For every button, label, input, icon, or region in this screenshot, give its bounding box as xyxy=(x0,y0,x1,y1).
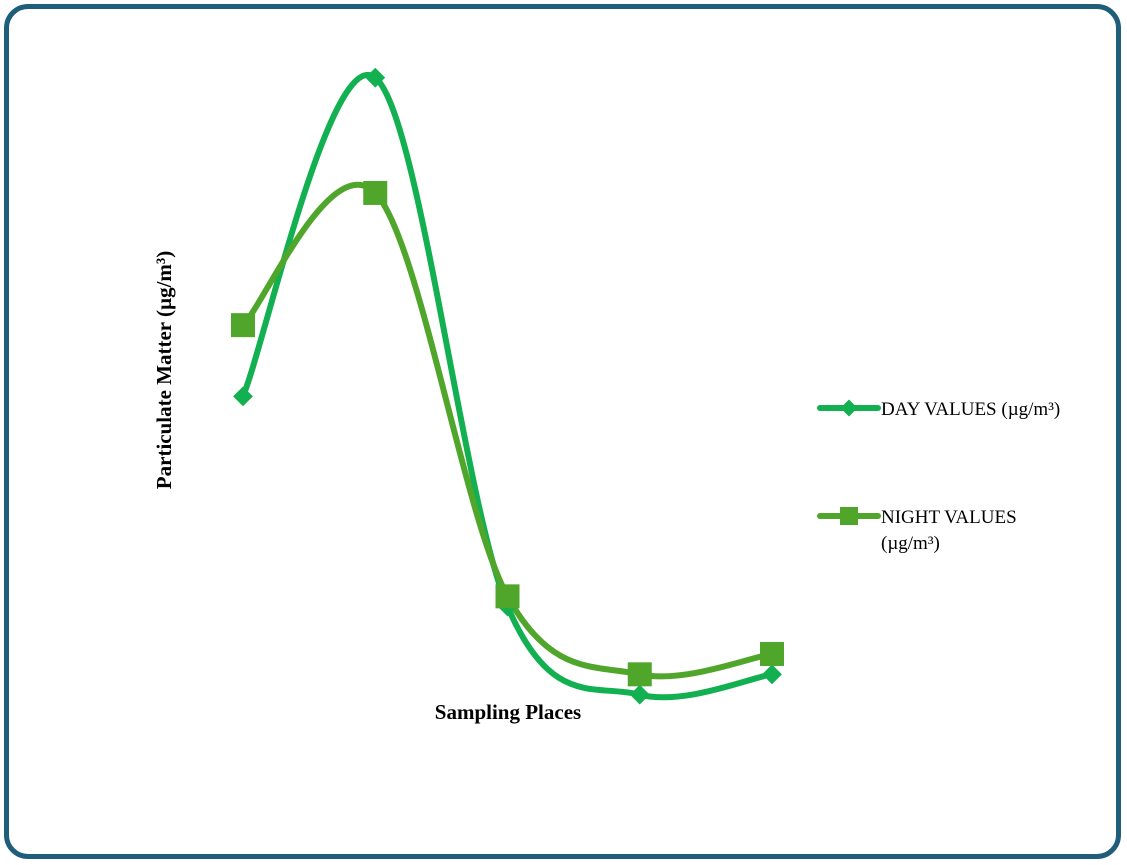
legend-night-square-marker xyxy=(840,507,858,525)
legend: DAY VALUES (µg/m³) NIGHT VALUES (µg/m³) xyxy=(817,399,1060,554)
x-axis-title: Sampling Places xyxy=(435,700,581,724)
night-point-2 xyxy=(363,180,388,205)
series-layer xyxy=(231,67,784,705)
day-point-4 xyxy=(629,684,650,705)
legend-night-label-line-2: (µg/m³) xyxy=(881,533,940,554)
y-axis-title: Particulate Matter (µg/m³) xyxy=(152,251,176,489)
legend-day-label: DAY VALUES (µg/m³) xyxy=(881,399,1060,420)
legend-day-diamond-marker xyxy=(840,399,858,417)
night-point-1 xyxy=(231,313,255,338)
legend-night-label-line-1: NIGHT VALUES xyxy=(881,507,1017,528)
legend-night-label: NIGHT VALUES (µg/m³) xyxy=(881,507,1021,554)
day-point-1 xyxy=(233,386,253,407)
night-point-3 xyxy=(495,584,520,609)
chart-frame xyxy=(4,4,1121,859)
day-point-2 xyxy=(365,67,386,88)
night-point-4 xyxy=(627,662,652,687)
day-point-5 xyxy=(762,664,782,685)
legend-item-day: DAY VALUES (µg/m³) xyxy=(817,399,1060,420)
legend-item-night: NIGHT VALUES (µg/m³) xyxy=(817,507,1021,554)
night-point-5 xyxy=(760,641,784,666)
